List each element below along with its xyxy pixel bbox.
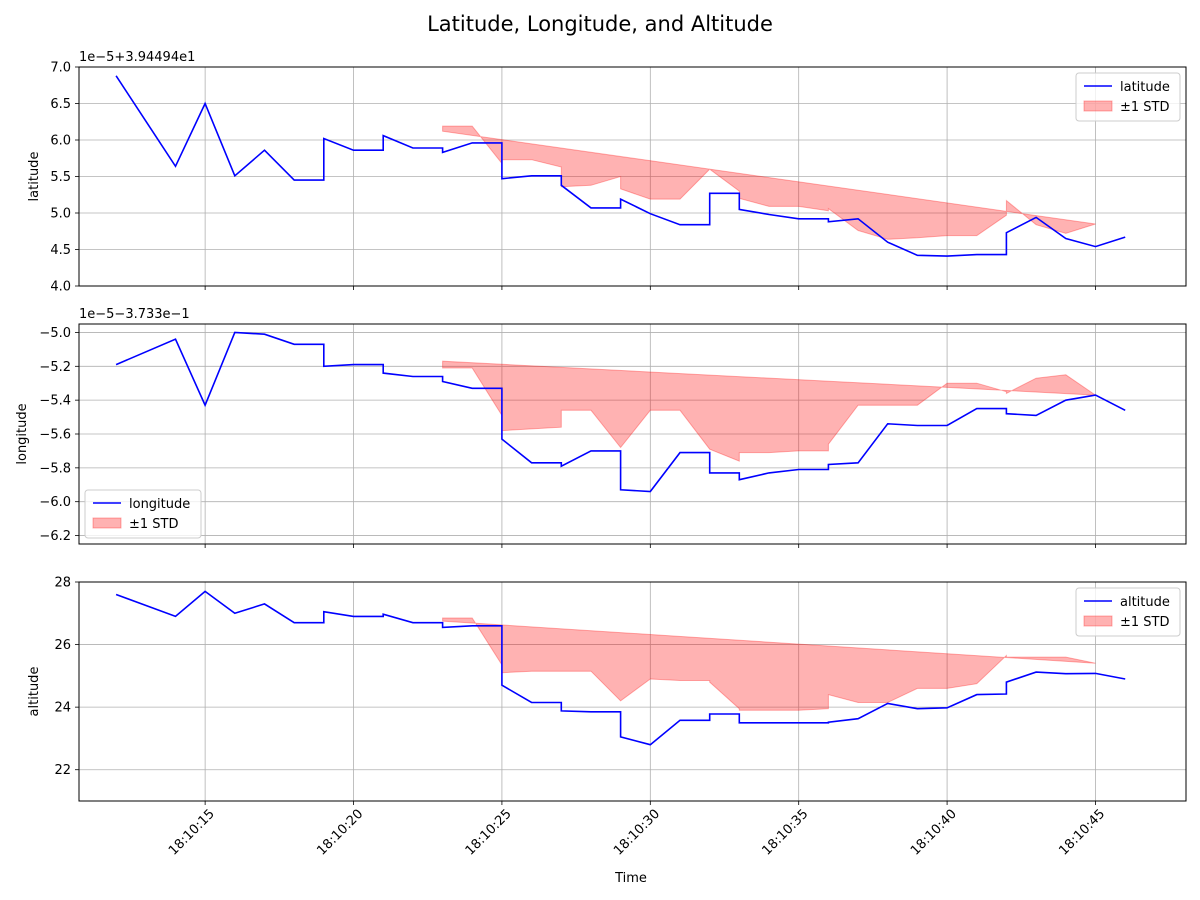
y-tick-label: −5.0	[39, 326, 71, 341]
y-axis-label: longitude	[15, 403, 30, 464]
y-tick-label: 7.0	[50, 61, 71, 76]
axes-frame	[78, 66, 1187, 287]
y-tick-label: 4.0	[50, 280, 71, 295]
y-tick-label: 24	[54, 701, 71, 716]
legend-band-swatch	[1083, 100, 1113, 112]
x-axis-label: Time	[614, 871, 647, 886]
x-tick-label: 18:10:40	[908, 807, 960, 859]
legend: altitude ±1 STD	[1075, 587, 1181, 637]
x-tick-label: 18:10:25	[463, 807, 515, 859]
panel-longitude: −6.2 −6.0 −5.8 −5.6 −5.4 −5.2 −5.0 1e−5−3.733e−…	[15, 307, 1187, 548]
altitude-line	[115, 590, 1126, 746]
figure-title: Latitude, Longitude, and Altitude	[427, 12, 773, 36]
std-band	[442, 125, 1096, 240]
axes-frame	[78, 323, 1187, 545]
y-axis-label: latitude	[27, 152, 42, 202]
y-tick-label: −5.6	[39, 428, 71, 443]
legend-frame	[84, 489, 202, 539]
legend-label-std: ±1 STD	[1120, 100, 1170, 115]
y-tick-label: 5.5	[50, 170, 71, 185]
axes-frame	[78, 581, 1187, 802]
x-tick-label: 18:10:30	[611, 807, 663, 859]
offset-label: 1e−5−3.733e−1	[79, 307, 190, 322]
y-tick-label: 22	[54, 763, 71, 778]
y-axis-label: altitude	[27, 667, 42, 717]
y-tick-label: −6.0	[39, 495, 71, 510]
legend-frame	[1075, 72, 1181, 122]
legend-label-series: altitude	[1120, 595, 1170, 610]
y-tick-label: 6.5	[50, 97, 71, 112]
x-tick-label: 18:10:35	[760, 807, 812, 859]
legend: longitude ±1 STD	[84, 489, 202, 539]
y-tick-label: −5.8	[39, 461, 71, 476]
std-band	[442, 617, 1096, 711]
panel-altitude: 22 24 26 28 altitude altitude ±1 STD 18:10:15 18…	[27, 576, 1187, 859]
legend: latitude ±1 STD	[1075, 72, 1181, 122]
x-tick-label: 18:10:45	[1056, 807, 1108, 859]
y-tick-label: 4.5	[50, 243, 71, 258]
x-tick-label: 18:10:20	[314, 807, 366, 859]
legend-label-std: ±1 STD	[129, 517, 179, 532]
offset-label: 1e−5+3.94494e1	[79, 50, 195, 65]
y-tick-label: −6.2	[39, 529, 71, 544]
y-tick-label: 28	[54, 576, 71, 591]
legend-label-series: longitude	[129, 497, 190, 512]
panel-latitude: 4.0 4.5 5.0 5.5 6.0 6.5 7.0 1e−5+3.94494e1 latit…	[27, 50, 1187, 295]
legend-frame	[1075, 587, 1181, 637]
y-tick-label: 6.0	[50, 134, 71, 149]
y-tick-label: 5.0	[50, 207, 71, 222]
std-band	[442, 360, 1098, 462]
y-tick-label: −5.2	[39, 360, 71, 375]
legend-label-series: latitude	[1120, 80, 1170, 95]
x-tick-label: 18:10:15	[166, 807, 218, 859]
legend-label-std: ±1 STD	[1120, 615, 1170, 630]
longitude-line	[115, 331, 1126, 493]
y-tick-label: −5.4	[39, 394, 71, 409]
legend-band-swatch	[92, 517, 122, 529]
latitude-line	[115, 75, 1126, 257]
y-tick-label: 26	[54, 638, 71, 653]
legend-band-swatch	[1083, 615, 1113, 627]
